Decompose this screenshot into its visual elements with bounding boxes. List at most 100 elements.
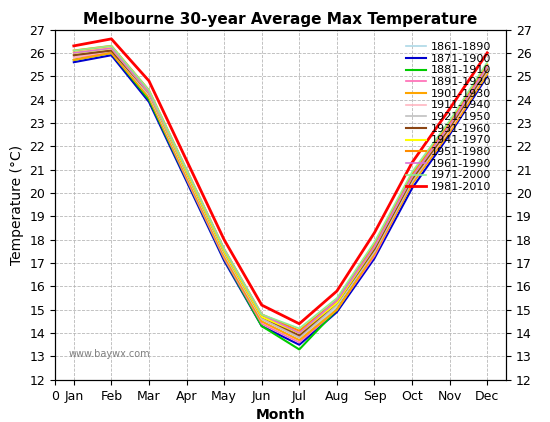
1941-1970 [446,123,453,128]
1961-1990 [183,167,190,172]
1861-1890 [333,305,340,310]
1931-1960 [446,125,453,130]
1921-1950 [296,335,303,340]
1941-1970 [409,174,415,179]
1961-1990 [484,65,491,70]
1951-1980 [333,298,340,303]
1981-2010 [446,106,453,111]
1911-1940 [258,316,265,322]
1981-2010 [296,321,303,326]
1931-1960 [333,300,340,305]
1931-1960 [70,53,77,58]
Line: 1921-1950: 1921-1950 [74,51,487,338]
1921-1950 [183,172,190,177]
1941-1970 [296,330,303,335]
1901-1930 [70,57,77,62]
1941-1970 [333,300,340,305]
1891-1920 [446,130,453,135]
1871-1900 [183,179,190,184]
1901-1930 [409,181,415,186]
1931-1960 [296,333,303,338]
1891-1920 [371,254,378,259]
1871-1900 [70,60,77,65]
1861-1890 [484,69,491,74]
1911-1940 [484,69,491,74]
1911-1940 [333,303,340,308]
1881-1910 [333,307,340,312]
1981-2010 [333,289,340,294]
1921-1950 [484,69,491,74]
1901-1930 [484,71,491,76]
1951-1980 [183,167,190,172]
1881-1910 [409,181,415,186]
1951-1980 [409,172,415,177]
1961-1990 [296,330,303,335]
Line: 1931-1960: 1931-1960 [74,51,487,335]
Line: 1951-1980: 1951-1980 [74,46,487,331]
1981-2010 [258,303,265,308]
1931-1960 [258,314,265,319]
1971-2000 [446,118,453,123]
1881-1910 [70,57,77,62]
1871-1900 [258,324,265,329]
1901-1930 [146,95,152,100]
Y-axis label: Temperature (°C): Temperature (°C) [10,145,24,265]
1941-1970 [484,65,491,70]
1871-1900 [333,310,340,315]
1961-1990 [70,50,77,55]
Line: 1941-1970: 1941-1970 [74,48,487,333]
1931-1960 [371,246,378,252]
1961-1990 [221,246,228,252]
1921-1950 [221,251,228,256]
1941-1970 [371,244,378,249]
1891-1920 [484,71,491,76]
1951-1980 [484,62,491,67]
1961-1990 [446,123,453,128]
1871-1900 [446,132,453,137]
1881-1910 [258,324,265,329]
1951-1980 [221,246,228,252]
1941-1970 [258,314,265,319]
1901-1930 [183,174,190,179]
1971-2000 [258,312,265,317]
1971-2000 [183,167,190,172]
1941-1970 [183,170,190,175]
Line: 1981-2010: 1981-2010 [74,39,487,324]
Line: 1961-1990: 1961-1990 [74,48,487,333]
1981-2010 [371,230,378,235]
1891-1920 [333,307,340,312]
1881-1910 [183,176,190,181]
1931-1960 [146,90,152,95]
1921-1950 [70,53,77,58]
1921-1950 [333,303,340,308]
1901-1930 [333,307,340,312]
1961-1990 [409,174,415,179]
1971-2000 [296,326,303,331]
1981-2010 [221,237,228,242]
1931-1960 [484,67,491,72]
1971-2000 [70,48,77,53]
1881-1910 [108,50,115,55]
1971-2000 [484,60,491,65]
1891-1920 [221,256,228,261]
1951-1980 [146,88,152,93]
1891-1920 [108,50,115,55]
1951-1980 [371,242,378,247]
1951-1980 [446,120,453,125]
1961-1990 [333,298,340,303]
1871-1900 [371,256,378,261]
1971-2000 [146,88,152,93]
1941-1970 [221,249,228,254]
1921-1950 [446,125,453,130]
1881-1910 [446,127,453,133]
1901-1930 [258,319,265,324]
1981-2010 [146,78,152,84]
1911-1940 [446,127,453,133]
1941-1970 [146,90,152,95]
1961-1990 [371,244,378,249]
1911-1940 [146,92,152,97]
1861-1890 [446,125,453,130]
1951-1980 [70,48,77,53]
1901-1930 [296,338,303,343]
1971-2000 [409,170,415,175]
